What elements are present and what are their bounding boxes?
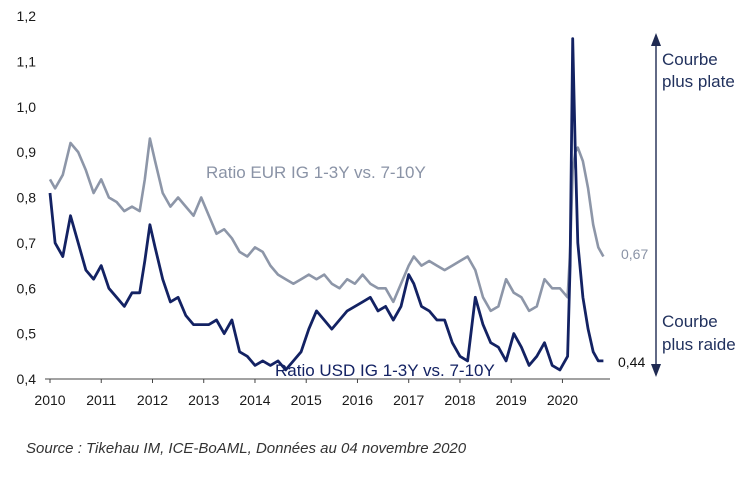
- arrow-head-down-icon: [651, 364, 661, 377]
- series-label-usd: Ratio USD IG 1-3Y vs. 7-10Y: [275, 361, 495, 380]
- annotation-flatter-line1: Courbe: [662, 50, 718, 69]
- series-label-eur: Ratio EUR IG 1-3Y vs. 7-10Y: [206, 163, 426, 182]
- y-tick-label: 1,0: [17, 99, 37, 115]
- x-tick-label: 2012: [137, 392, 168, 408]
- annotation-flatter-line2: plus plate: [662, 72, 735, 91]
- end-value-eur: 0,67: [621, 246, 648, 262]
- x-tick-label: 2018: [444, 392, 475, 408]
- x-tick-label: 2014: [239, 392, 270, 408]
- source-note: Source : Tikehau IM, ICE-BoAML, Données …: [26, 440, 467, 457]
- x-tick-label: 2019: [496, 392, 527, 408]
- y-tick-label: 1,2: [17, 8, 37, 24]
- x-tick-label: 2010: [34, 392, 65, 408]
- y-tick-label: 0,7: [17, 235, 37, 251]
- x-tick-label: 2013: [188, 392, 219, 408]
- x-tick-label: 2017: [393, 392, 424, 408]
- y-tick-label: 0,5: [17, 326, 37, 342]
- y-tick-label: 0,4: [17, 371, 37, 387]
- x-tick-label: 2020: [547, 392, 578, 408]
- series-line-eur: [48, 137, 605, 313]
- x-tick-label: 2016: [342, 392, 373, 408]
- arrow-head-up-icon: [651, 33, 661, 46]
- end-value-usd: 0,44: [618, 354, 645, 370]
- curve-arrow: [651, 33, 661, 377]
- x-tick-label: 2015: [291, 392, 322, 408]
- y-tick-label: 1,1: [17, 53, 37, 69]
- y-tick-label: 0,9: [17, 144, 37, 160]
- y-tick-labels: 0,4 0,5 0,6 0,7 0,8 0,9 1,0 1,1 1,2: [17, 8, 37, 387]
- x-tick-label: 2011: [86, 392, 116, 408]
- series-line-usd: [48, 37, 604, 372]
- annotation-steeper-line1: Courbe: [662, 312, 718, 331]
- x-tick-labels: 2010 2011 2012 2013 2014 2015 2016 2017 2018 2019…: [34, 379, 578, 408]
- y-tick-label: 0,8: [17, 190, 37, 206]
- annotation-steeper-line2: plus raide: [662, 335, 736, 354]
- y-tick-label: 0,6: [17, 280, 37, 296]
- series-lines: [48, 37, 605, 372]
